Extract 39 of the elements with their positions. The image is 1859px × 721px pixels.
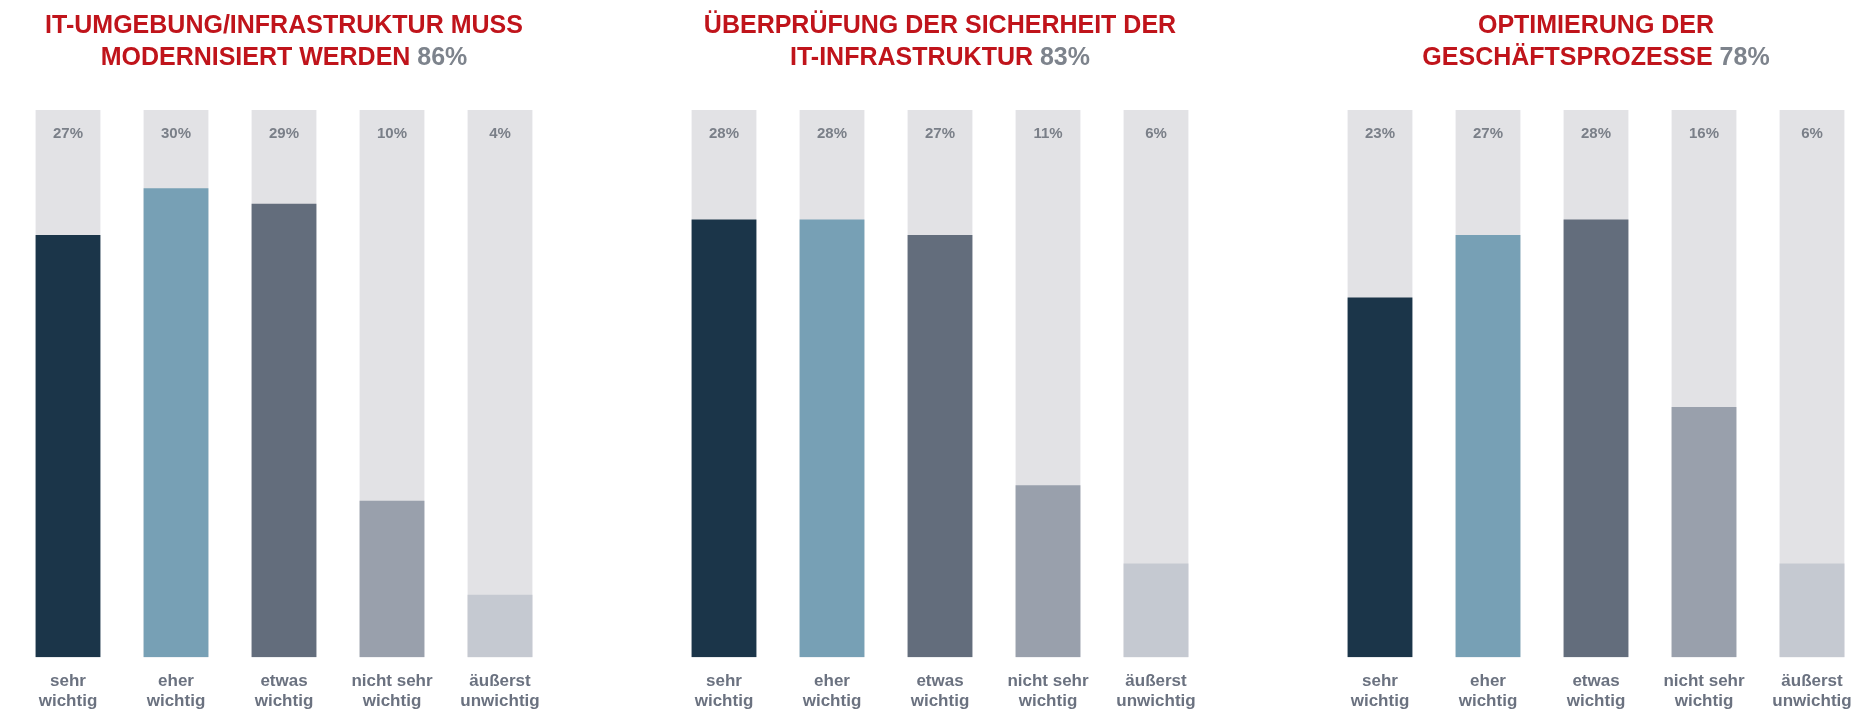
data-label: 28%	[708, 124, 740, 142]
bar	[467, 594, 533, 658]
data-label: 4%	[489, 124, 511, 142]
x-tick-label: äußerst unwichtig	[1116, 671, 1196, 711]
x-tick-label: etwas wichtig	[1565, 671, 1626, 711]
x-tick-label: eher wichtig	[145, 671, 206, 711]
data-label: 6%	[1801, 124, 1823, 142]
x-tick-label: etwas wichtig	[909, 671, 970, 711]
data-label: 27%	[52, 124, 84, 142]
x-tick-label: sehr wichtig	[693, 671, 754, 711]
x-tick-label: etwas wichtig	[253, 671, 314, 711]
data-label: 28%	[816, 124, 848, 142]
bar	[1123, 563, 1189, 658]
x-tick-label: äußerst unwichtig	[460, 671, 540, 711]
data-label: 27%	[924, 124, 956, 142]
x-tick-label: sehr wichtig	[1349, 671, 1410, 711]
x-tick-label: eher wichtig	[801, 671, 862, 711]
x-tick-label: äußerst unwichtig	[1772, 671, 1852, 711]
data-label: 30%	[160, 124, 192, 142]
data-label: 6%	[1145, 124, 1167, 142]
data-label: 29%	[268, 124, 300, 142]
chart-subtitle: 78%	[1719, 42, 1770, 70]
chart-title: OPTIMIERUNG DER GESCHÄFTSPROZESSE	[1422, 10, 1715, 70]
data-label: 11%	[1033, 124, 1063, 142]
data-label: 28%	[1580, 124, 1612, 142]
chart-subtitle: 86%	[417, 42, 468, 70]
bar	[359, 500, 425, 658]
data-label: 16%	[1688, 124, 1720, 142]
data-label: 10%	[376, 124, 408, 142]
x-tick-label: sehr wichtig	[37, 671, 98, 711]
bar	[1779, 563, 1845, 658]
x-tick-label: nicht sehr wichtig	[351, 671, 433, 711]
bar	[1015, 485, 1081, 658]
chart-subtitle: 83%	[1039, 42, 1091, 70]
x-tick-label: nicht sehr wichtig	[1663, 671, 1745, 711]
data-label: 23%	[1364, 124, 1396, 142]
data-label: 27%	[1472, 124, 1504, 142]
x-tick-label: nicht sehr wichtig	[1007, 671, 1089, 711]
x-tick-label: eher wichtig	[1457, 671, 1518, 711]
